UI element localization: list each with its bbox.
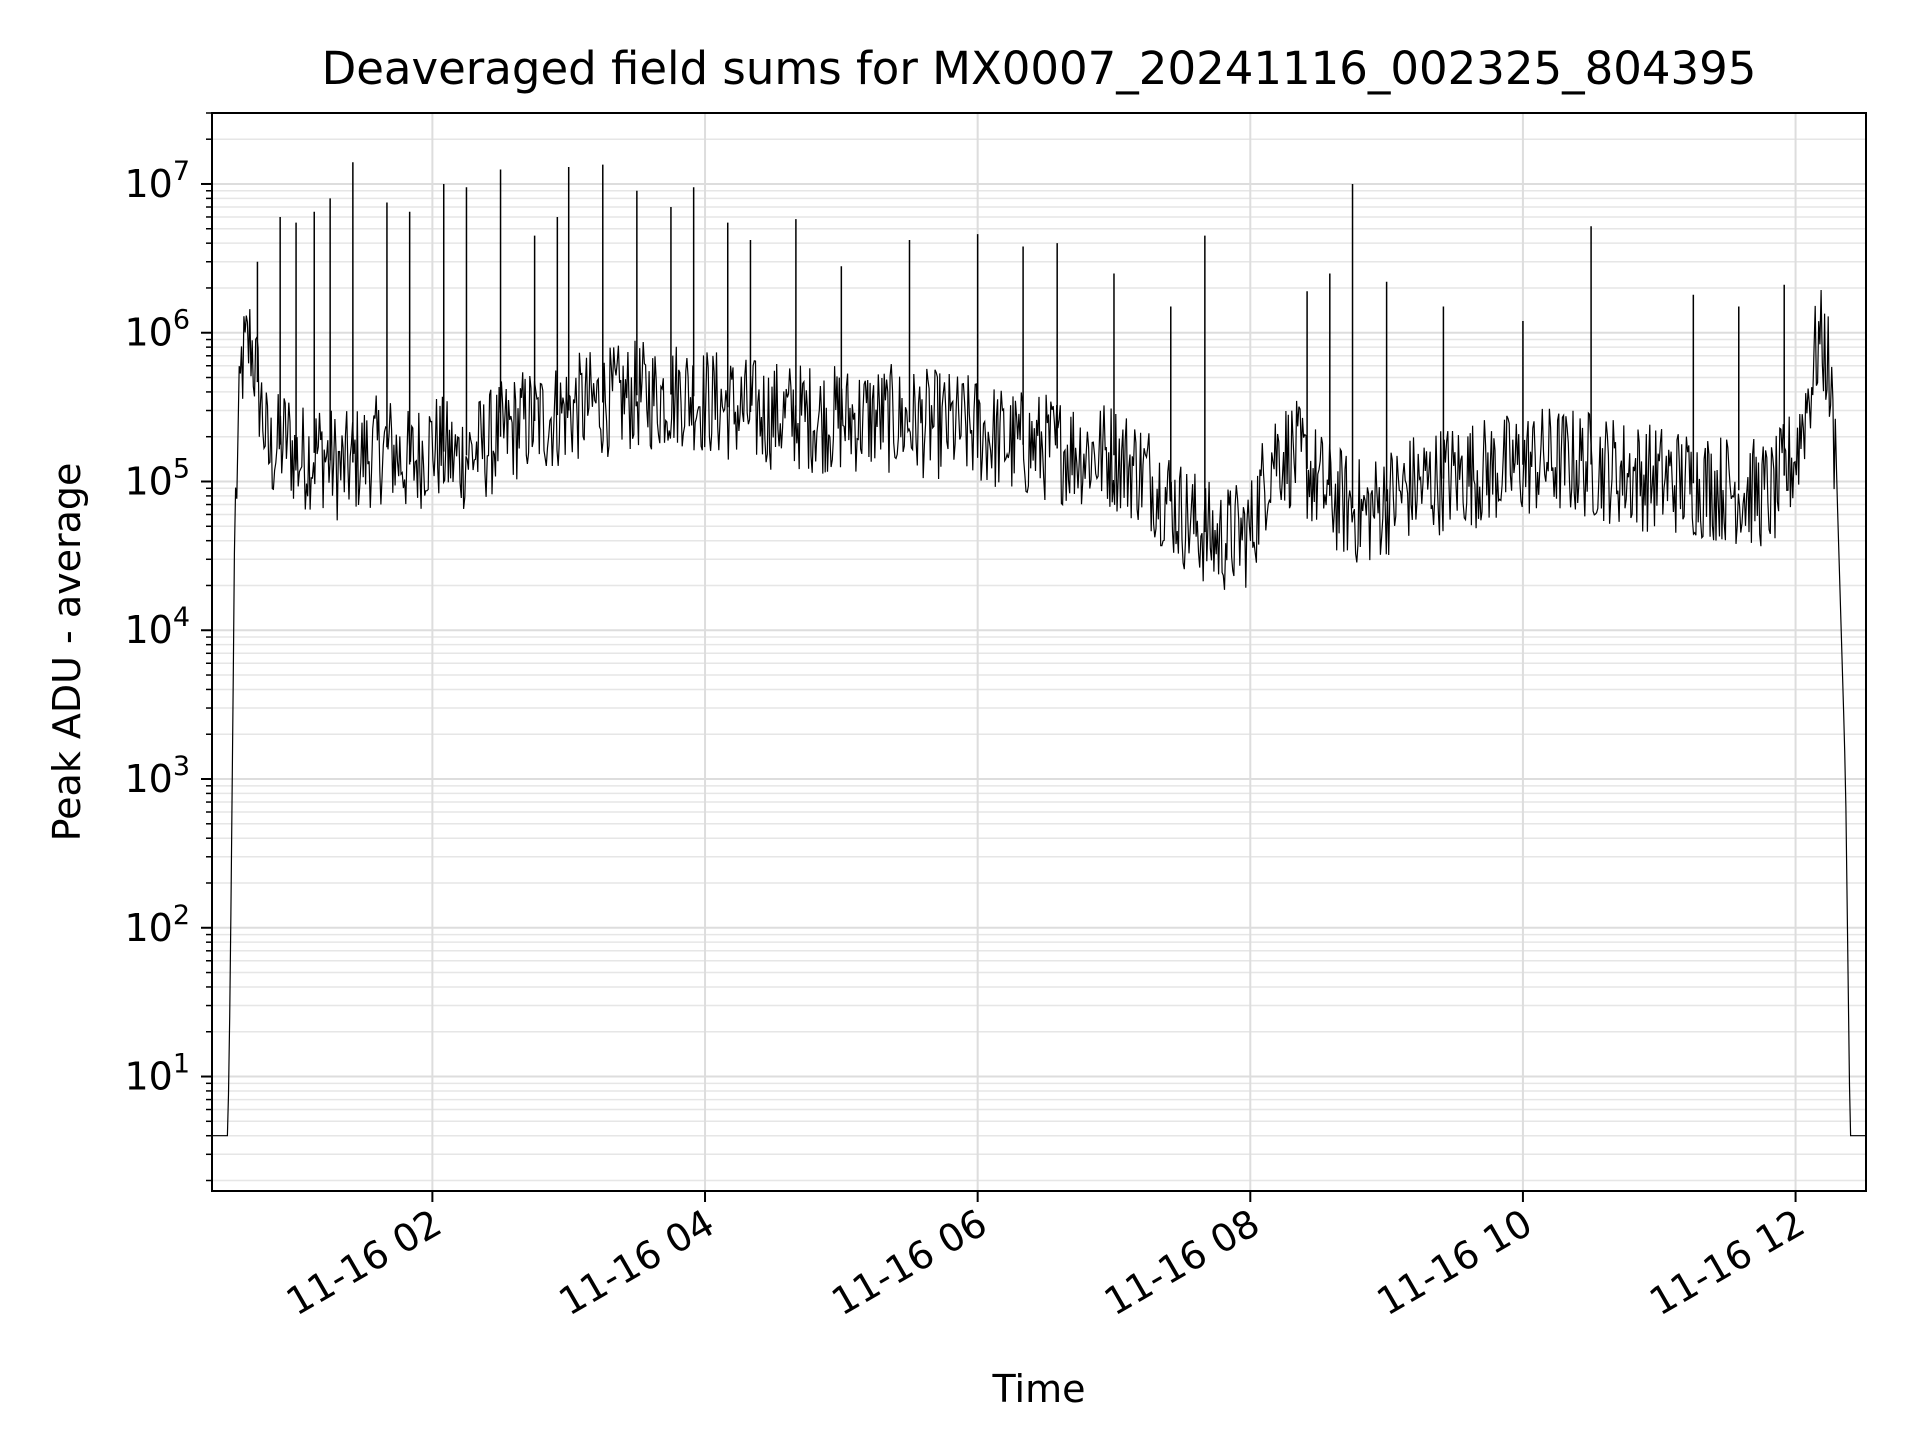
plot-frame bbox=[211, 112, 1867, 1192]
y-tick-label: 102 bbox=[124, 900, 190, 950]
x-tick-label: 11-16 06 bbox=[824, 1201, 994, 1325]
major-gridlines bbox=[212, 113, 1866, 1191]
y-tick-label: 104 bbox=[124, 602, 190, 652]
y-tick-label: 107 bbox=[124, 156, 190, 206]
y-tick-label: 105 bbox=[124, 453, 190, 503]
series-layer bbox=[212, 162, 1866, 1137]
x-tick-label: 11-16 10 bbox=[1369, 1201, 1539, 1325]
x-tick-label: 11-16 04 bbox=[552, 1201, 722, 1325]
y-tick-label: 106 bbox=[124, 305, 190, 355]
y-tick-label: 103 bbox=[124, 751, 190, 801]
x-axis: 11-16 02 11-16 04 11-16 06 11-16 08 11-16 10… bbox=[279, 1191, 1812, 1324]
minor-gridlines bbox=[212, 112, 1866, 1182]
x-tick-label: 11-16 08 bbox=[1097, 1201, 1267, 1325]
series-line bbox=[212, 289, 1866, 1137]
y-axis: 101 102 103 104 105 106 107 bbox=[124, 112, 212, 1182]
x-axis-label: Time bbox=[992, 1367, 1086, 1411]
x-tick-label: 11-16 02 bbox=[279, 1201, 449, 1325]
y-axis-label: Peak ADU - average bbox=[45, 463, 89, 842]
y-tick-label: 101 bbox=[124, 1049, 190, 1099]
chart-title: Deaveraged field sums for MX0007_2024111… bbox=[322, 42, 1757, 95]
x-tick-label: 11-16 12 bbox=[1642, 1201, 1812, 1325]
